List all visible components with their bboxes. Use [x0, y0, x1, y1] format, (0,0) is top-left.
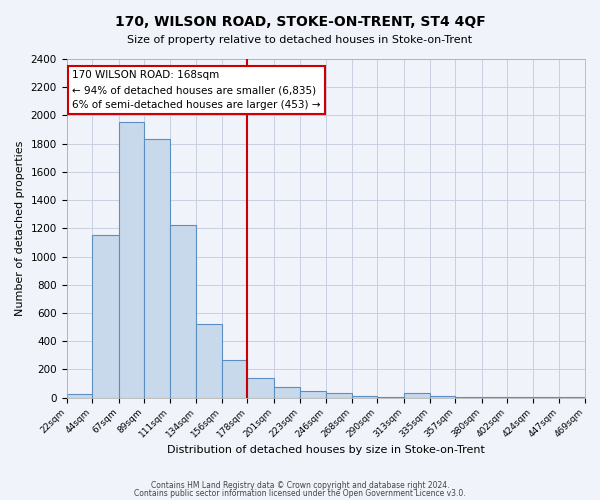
Y-axis label: Number of detached properties: Number of detached properties — [15, 140, 25, 316]
Bar — [326, 394, 352, 398]
Bar — [119, 122, 144, 398]
Bar — [274, 387, 299, 398]
Bar — [222, 360, 247, 398]
Bar — [352, 396, 377, 398]
Bar — [377, 397, 404, 398]
X-axis label: Distribution of detached houses by size in Stoke-on-Trent: Distribution of detached houses by size … — [167, 445, 485, 455]
Text: 170, WILSON ROAD, STOKE-ON-TRENT, ST4 4QF: 170, WILSON ROAD, STOKE-ON-TRENT, ST4 4Q… — [115, 15, 485, 29]
Bar — [67, 394, 92, 398]
Bar — [247, 378, 274, 398]
Text: Size of property relative to detached houses in Stoke-on-Trent: Size of property relative to detached ho… — [127, 35, 473, 45]
Bar — [196, 324, 222, 398]
Bar — [404, 394, 430, 398]
Bar — [430, 396, 455, 398]
Bar — [299, 392, 326, 398]
Bar — [92, 236, 119, 398]
Text: 170 WILSON ROAD: 168sqm
← 94% of detached houses are smaller (6,835)
6% of semi-: 170 WILSON ROAD: 168sqm ← 94% of detache… — [73, 70, 321, 110]
Bar — [170, 226, 196, 398]
Bar — [144, 140, 170, 398]
Text: Contains public sector information licensed under the Open Government Licence v3: Contains public sector information licen… — [134, 488, 466, 498]
Text: Contains HM Land Registry data © Crown copyright and database right 2024.: Contains HM Land Registry data © Crown c… — [151, 481, 449, 490]
